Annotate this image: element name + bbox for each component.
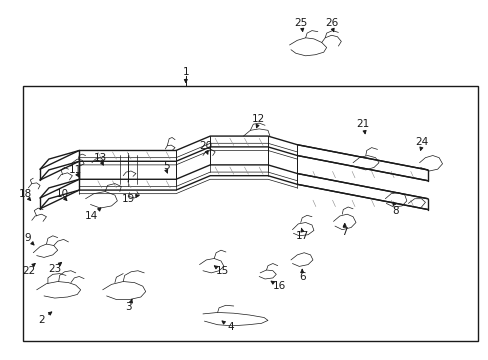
- Text: 26: 26: [324, 18, 338, 28]
- Text: 22: 22: [22, 266, 36, 276]
- Text: 6: 6: [298, 272, 305, 282]
- Text: 9: 9: [24, 233, 31, 243]
- Text: 16: 16: [272, 281, 286, 291]
- Text: 19: 19: [121, 194, 135, 204]
- Text: 15: 15: [215, 266, 229, 276]
- Text: 4: 4: [227, 321, 234, 332]
- Text: 1: 1: [182, 67, 189, 77]
- Text: 2: 2: [38, 315, 45, 325]
- Text: 24: 24: [414, 137, 427, 147]
- Text: 18: 18: [19, 189, 32, 199]
- Text: 20: 20: [199, 141, 211, 151]
- Text: 14: 14: [85, 211, 99, 221]
- Text: 12: 12: [251, 114, 264, 124]
- Text: 11: 11: [69, 165, 82, 175]
- Text: 3: 3: [124, 302, 131, 312]
- Text: 5: 5: [163, 161, 169, 171]
- Text: 25: 25: [293, 18, 307, 28]
- Text: 7: 7: [341, 227, 347, 237]
- Text: 10: 10: [56, 189, 69, 199]
- Text: 23: 23: [48, 264, 61, 274]
- Text: 17: 17: [295, 231, 308, 241]
- Bar: [23, 86, 477, 341]
- Text: 21: 21: [355, 119, 369, 129]
- Text: 13: 13: [93, 153, 107, 163]
- Text: 8: 8: [391, 206, 398, 216]
